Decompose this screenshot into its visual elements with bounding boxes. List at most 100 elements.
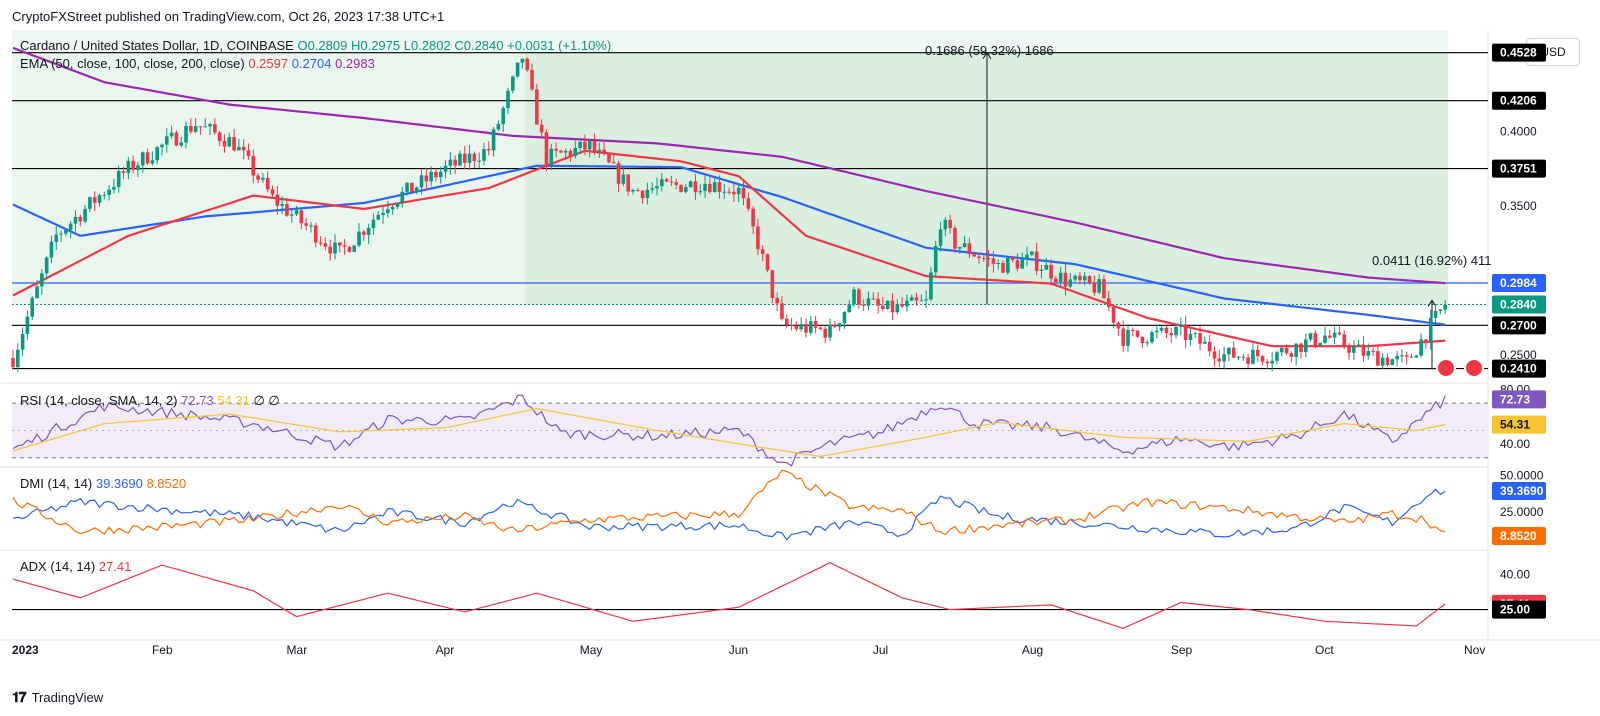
candle-body — [1001, 263, 1005, 273]
price-tag-label: 0.4206 — [1500, 94, 1537, 108]
candle-body — [424, 175, 429, 182]
candle-body — [799, 324, 803, 330]
candle-body — [828, 324, 832, 338]
candle-body — [467, 153, 472, 163]
time-axis-tick-label: May — [580, 643, 603, 657]
candle-body — [1279, 348, 1284, 353]
candle-body — [1400, 355, 1404, 357]
candle-body — [559, 150, 563, 153]
candle-body — [760, 249, 765, 255]
candle-body — [150, 160, 155, 164]
candle-body — [746, 198, 751, 209]
candle-body — [1198, 333, 1202, 344]
candle-body — [1174, 326, 1178, 336]
candle-body — [453, 159, 457, 166]
candle-body — [645, 189, 650, 199]
candle-body — [304, 223, 308, 226]
candle-body — [44, 257, 49, 274]
candle-body — [501, 108, 506, 125]
candle-body — [213, 124, 217, 133]
candle-body — [338, 242, 342, 246]
ema-legend: EMA (50, close, 100, close, 200, close) … — [20, 56, 375, 71]
candle-body — [1150, 332, 1154, 343]
candle-body — [583, 141, 587, 150]
candle-body — [68, 223, 73, 230]
measure-zone-top — [12, 30, 1448, 53]
time-axis-tick-label: Nov — [1464, 643, 1485, 657]
candle-body — [621, 174, 626, 184]
price-tag-label: 0.2700 — [1500, 318, 1537, 332]
price-tag — [1492, 295, 1546, 314]
candle-body — [434, 171, 438, 178]
candle-body — [1246, 357, 1250, 364]
candle-body — [876, 298, 880, 306]
time-axis-tick-label: Feb — [152, 643, 173, 657]
candle-body — [107, 189, 111, 195]
candle-body — [885, 300, 890, 309]
candle-body — [184, 126, 188, 143]
candle-body — [520, 58, 525, 63]
candle-body — [506, 90, 510, 109]
candle-body — [794, 325, 799, 330]
candle-body — [977, 256, 981, 259]
candle-body — [933, 245, 938, 273]
candle-body — [717, 182, 722, 192]
candle-body — [708, 183, 712, 193]
candle-body — [991, 258, 996, 264]
candle-body — [232, 137, 236, 151]
candle-body — [659, 179, 664, 187]
dmi-minus-line — [12, 469, 1446, 536]
candle-body — [1275, 352, 1279, 361]
candle-body — [727, 191, 731, 193]
candle-body — [1265, 361, 1270, 364]
candle-body — [905, 300, 909, 307]
candle-body — [1414, 355, 1419, 358]
candle-body — [592, 140, 597, 152]
candle-body — [1073, 275, 1077, 280]
candle-body — [429, 171, 433, 182]
candle-body — [1323, 335, 1327, 343]
measure-small-arrowhead — [1427, 299, 1437, 307]
candle-body — [1145, 342, 1149, 344]
candle-body — [1337, 332, 1342, 335]
candle-body — [193, 126, 198, 132]
candle-body — [1303, 339, 1308, 352]
candle-body — [770, 270, 775, 298]
candle-body — [640, 190, 645, 199]
candle-body — [1116, 322, 1121, 329]
tradingview-logo-text[interactable]: TradingView — [31, 690, 104, 705]
dmi-plus-line — [12, 488, 1446, 541]
candle-body — [626, 174, 630, 192]
publish-header: CryptoFXStreet published on TradingView.… — [12, 9, 445, 24]
candle-body — [895, 303, 900, 313]
candle-body — [1212, 351, 1217, 359]
candle-body — [1251, 349, 1255, 364]
candle-body — [285, 204, 289, 216]
candle-body — [741, 187, 746, 199]
candle-body — [1313, 333, 1318, 346]
ema200-line — [12, 46, 1446, 285]
candle-body — [1130, 329, 1135, 331]
candle-body — [1438, 309, 1443, 312]
candle-body — [140, 152, 145, 166]
candle-body — [116, 171, 121, 187]
candle-body — [270, 189, 275, 195]
candle-body — [1087, 276, 1092, 284]
candle-body — [957, 246, 962, 249]
candle-body — [929, 272, 933, 300]
price-tag — [1492, 526, 1546, 545]
candle-body — [131, 160, 135, 170]
candle-body — [736, 187, 741, 195]
candle-body — [1193, 333, 1198, 335]
candle-body — [1203, 341, 1207, 344]
candle-body — [1385, 357, 1390, 366]
adx-legend: ADX (14, 14) 27.41 — [20, 559, 131, 574]
candle-body — [256, 175, 260, 180]
candle-body — [318, 242, 323, 244]
candle-body — [1025, 254, 1029, 260]
price-axis-tick-label: 0.4000 — [1500, 124, 1537, 138]
price-tag — [1492, 359, 1546, 378]
candle-body — [386, 209, 390, 213]
candle-body — [482, 149, 486, 161]
candle-body — [549, 148, 554, 165]
